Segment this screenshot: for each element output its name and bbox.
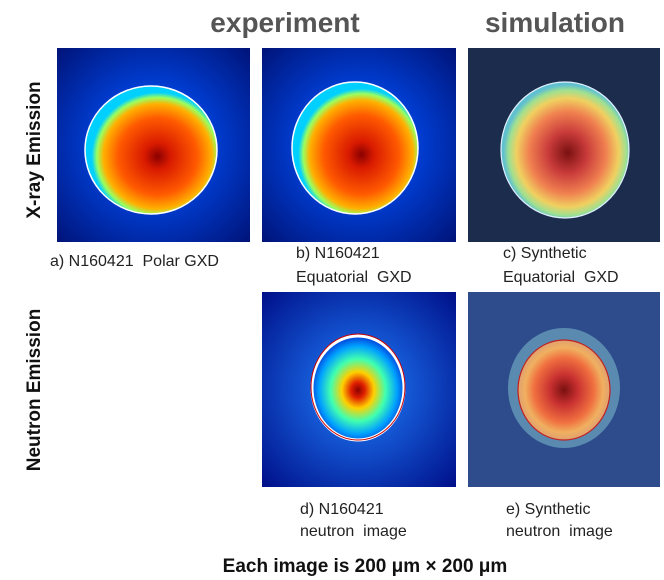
image-c	[468, 48, 660, 242]
caption: Equatorial GXD	[503, 269, 619, 286]
caption: b) N160421	[296, 245, 380, 262]
image-a	[57, 48, 250, 242]
caption: neutron image	[300, 523, 407, 540]
row-label: X-ray Emission	[24, 81, 45, 218]
caption: d) N160421	[300, 501, 384, 518]
caption: Equatorial GXD	[296, 269, 412, 286]
column-header: simulation	[485, 7, 625, 38]
column-header: experiment	[210, 7, 359, 38]
image-e	[468, 292, 660, 487]
caption: neutron image	[506, 523, 613, 540]
caption: e) Synthetic	[506, 501, 590, 518]
caption: c) Synthetic	[503, 245, 587, 262]
image-b	[262, 48, 456, 242]
caption: a) N160421 Polar GXD	[50, 253, 219, 270]
image-d	[262, 292, 456, 487]
footer: Each image is 200 μm × 200 μm	[223, 556, 508, 577]
row-label: Neutron Emission	[24, 309, 45, 472]
